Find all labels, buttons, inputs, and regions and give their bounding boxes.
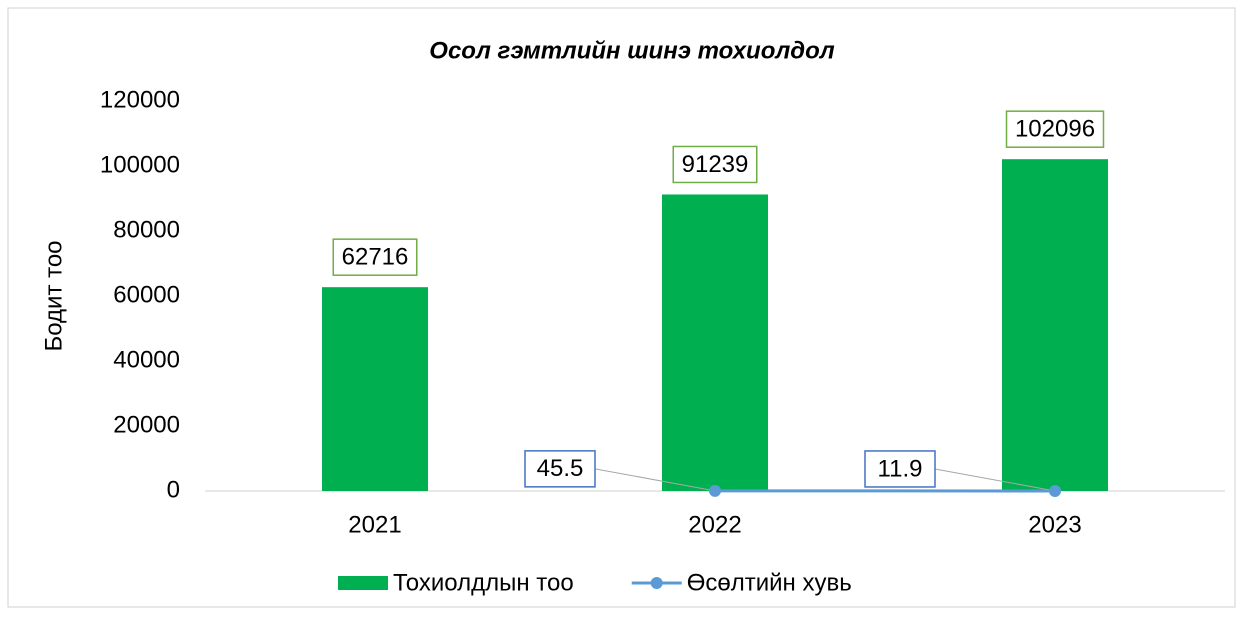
x-tick-label: 2021: [348, 511, 401, 538]
x-tick-label: 2022: [688, 511, 741, 538]
line-point: [709, 485, 721, 497]
y-tick-label: 80000: [113, 216, 180, 243]
legend-swatch: [338, 576, 388, 590]
bar: [1002, 159, 1108, 491]
chart-title: Осол гэмтлийн шинэ тохиолдол: [429, 37, 835, 64]
data-label: 45.5: [537, 455, 584, 482]
y-tick-label: 40000: [113, 346, 180, 373]
data-label: 11.9: [878, 455, 923, 482]
bar: [662, 194, 768, 491]
y-tick-label: 60000: [113, 281, 180, 308]
y-tick-label: 20000: [113, 411, 180, 438]
y-tick-label: 100000: [100, 151, 180, 178]
bar: [322, 287, 428, 491]
x-tick-label: 2023: [1028, 511, 1081, 538]
data-label: 102096: [1015, 116, 1095, 143]
y-axis-label: Бодит тоо: [40, 240, 67, 351]
y-tick-label: 120000: [100, 86, 180, 113]
legend-label: Өсөлтийн хувь: [687, 569, 852, 596]
data-label: 91239: [682, 151, 749, 178]
y-tick-label: 0: [167, 476, 180, 503]
line-point: [1049, 485, 1061, 497]
legend-swatch: [651, 577, 663, 589]
data-label: 62716: [342, 244, 409, 271]
legend-label: Тохиолдлын тоо: [393, 569, 574, 596]
